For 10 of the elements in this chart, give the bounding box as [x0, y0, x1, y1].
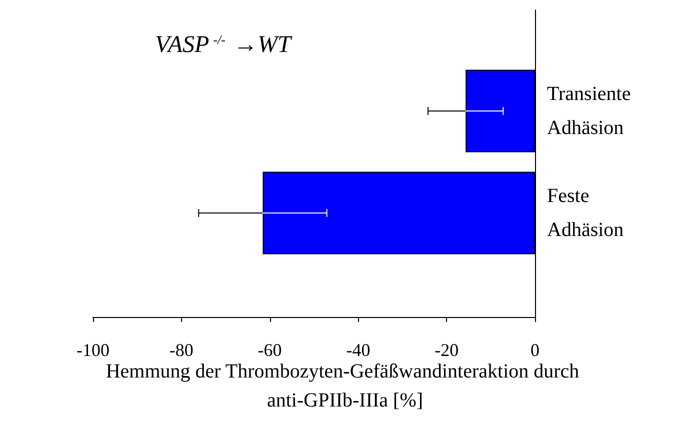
- x-tick-label: -20: [434, 340, 459, 360]
- y-tick-label: Transiente Adhäsion: [547, 83, 636, 139]
- x-axis-title: Hemmung der Thrombozyten-Gefäßwandinteraktion durch anti-GPIIb-IIIa [%]: [106, 360, 584, 412]
- x-tick-label: -60: [258, 340, 282, 360]
- x-tick-label: -100: [76, 340, 110, 360]
- x-tick-label: -40: [346, 340, 370, 360]
- text: VASP-/- →WT: [155, 32, 292, 58]
- y-tick-label: Feste Adhäsion: [547, 185, 624, 241]
- x-tick-label: 0: [530, 340, 540, 360]
- x-tick-label: -80: [169, 340, 194, 360]
